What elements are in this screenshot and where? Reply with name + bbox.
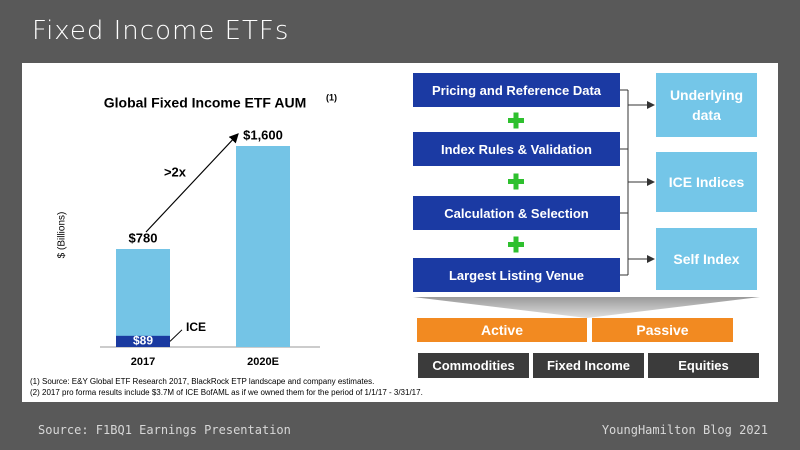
asset-class-box: Commodities <box>418 353 529 378</box>
asset-class-box: Fixed Income <box>533 353 644 378</box>
source: Source: F1BQ1 Earnings Presentation <box>38 423 291 437</box>
chart-title-note: (1) <box>326 92 337 102</box>
ice-label: ICE <box>186 320 206 334</box>
bar <box>236 146 290 347</box>
plus-icons <box>508 112 524 253</box>
bar <box>116 249 170 347</box>
value-label: $780 <box>129 230 158 245</box>
value-label: $1,600 <box>243 127 283 142</box>
asset-class-box: Equities <box>648 353 759 378</box>
ice-bar <box>116 335 170 347</box>
growth-arrow <box>145 133 239 233</box>
output-box: Underlying data <box>656 73 757 137</box>
x-tick-label: 2017 <box>131 356 155 368</box>
ice-value-label: $89 <box>133 334 153 348</box>
y-axis-label: $ (Billions) <box>57 212 68 259</box>
connectors <box>620 89 655 276</box>
process-step: Calculation & Selection <box>413 196 620 230</box>
output-box: Self Index <box>656 228 757 290</box>
process-step: Largest Listing Venue <box>413 258 620 292</box>
footnote: (1) Source: E&Y Global ETF Research 2017… <box>30 377 374 386</box>
footnote: (2) 2017 pro forma results include $3.7M… <box>30 388 423 397</box>
chart-title: Global Fixed Income ETF AUM <box>104 95 307 111</box>
style-box: Active <box>417 318 587 342</box>
style-box: Passive <box>592 318 733 342</box>
annotation: >2x <box>164 164 187 179</box>
x-tick-label: 2020E <box>247 356 279 368</box>
ice-leader <box>169 329 183 342</box>
process-step: Pricing and Reference Data <box>413 73 620 107</box>
funnel <box>413 297 760 318</box>
output-box: ICE Indices <box>656 152 757 212</box>
slide-title: Fixed Income ETFs <box>32 16 290 46</box>
process-step: Index Rules & Validation <box>413 132 620 166</box>
credit: YoungHamilton Blog 2021 <box>601 423 768 437</box>
